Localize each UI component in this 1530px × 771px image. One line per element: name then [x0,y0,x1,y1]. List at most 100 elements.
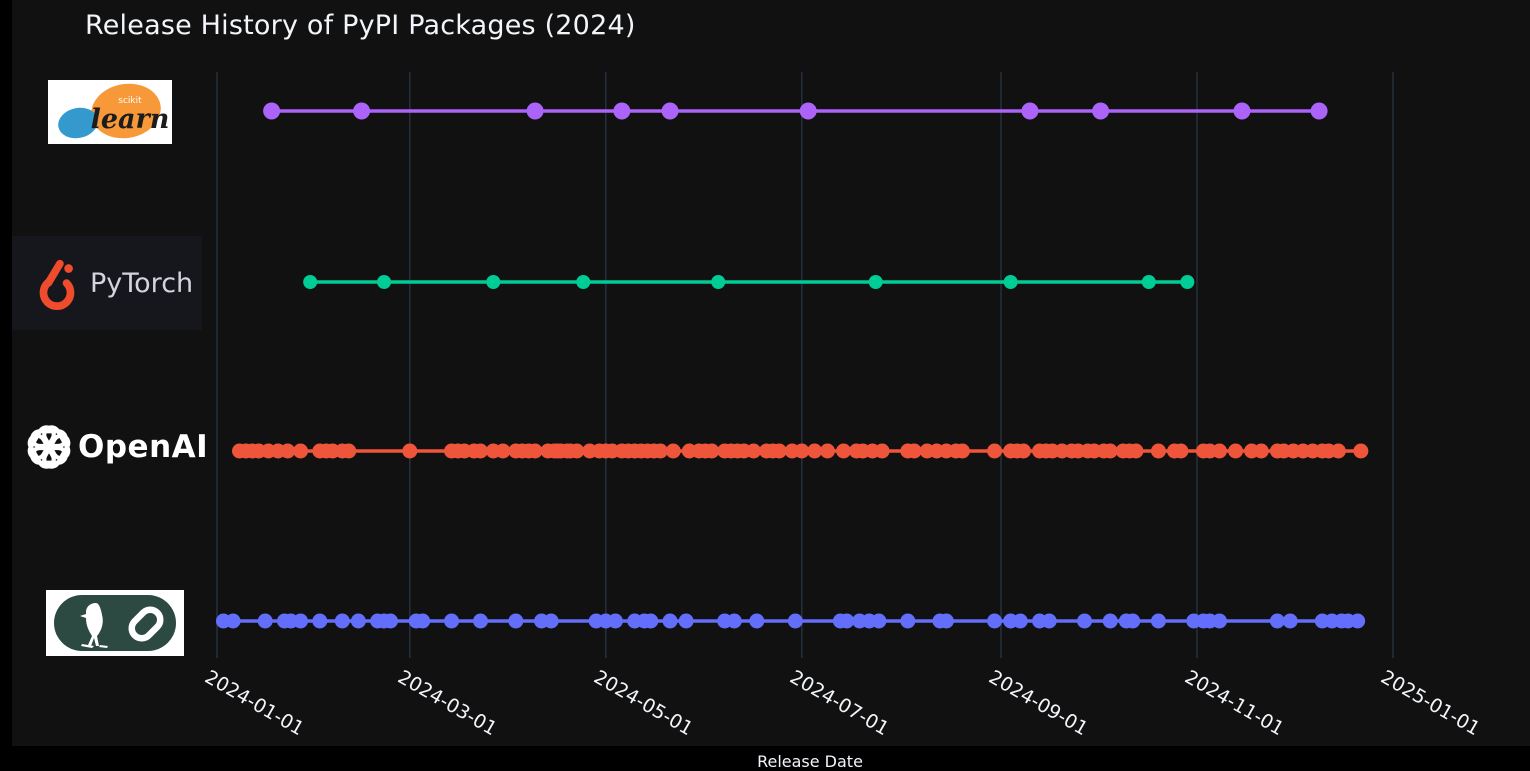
OpenAI-release-marker[interactable] [1128,443,1144,459]
LangChain-release-marker[interactable] [1125,613,1141,629]
OpenAI-release-marker[interactable] [836,443,852,459]
OpenAI-release-marker[interactable] [1353,443,1369,459]
OpenAI-release-marker[interactable] [495,443,511,459]
OpenAI-release-marker[interactable] [1211,443,1227,459]
LangChain-release-marker[interactable] [1012,613,1028,629]
LangChain-release-marker[interactable] [334,613,350,629]
LangChain-release-marker[interactable] [938,613,954,629]
PyTorch-release-marker[interactable] [377,275,392,289]
scikit-learn-release-marker[interactable] [1233,102,1251,120]
LangChain-release-marker[interactable] [444,613,460,629]
OpenAI-release-marker[interactable] [1253,443,1269,459]
OpenAI-release-marker[interactable] [280,443,296,459]
OpenAI-release-marker[interactable] [1102,443,1118,459]
LangChain-release-marker[interactable] [662,613,678,629]
scikit-learn-release-marker[interactable] [1310,102,1328,120]
PyTorch-release-marker[interactable] [711,275,726,289]
openai-mark-icon [27,425,71,469]
OpenAI-release-marker[interactable] [569,443,585,459]
x-axis-title: Release Date [757,752,863,771]
OpenAI-release-marker[interactable] [987,443,1003,459]
OpenAI-release-marker[interactable] [1173,443,1189,459]
OpenAI-release-marker[interactable] [771,443,787,459]
openai-logo: OpenAI [26,420,216,474]
scikit-learn-icon: scikit learn [58,83,170,139]
langchain-logo [46,590,184,656]
pytorch-flame-icon [39,259,75,311]
OpenAI-release-marker[interactable] [527,443,543,459]
PyTorch-release-marker[interactable] [1141,275,1156,289]
OpenAI-release-marker[interactable] [293,443,309,459]
scikit-learn-release-marker[interactable] [353,102,371,120]
OpenAI-release-marker[interactable] [704,443,720,459]
OpenAI-release-marker[interactable] [819,443,835,459]
LangChain-release-marker[interactable] [383,613,399,629]
learn-label: learn [91,104,170,135]
langchain-pill [54,595,176,651]
OpenAI-release-marker[interactable] [1015,443,1031,459]
LangChain-release-marker[interactable] [726,613,742,629]
OpenAI-release-marker[interactable] [746,443,762,459]
LangChain-release-marker[interactable] [1282,613,1298,629]
PyTorch-release-marker[interactable] [1003,275,1018,289]
chart-title: Release History of PyPI Packages (2024) [85,10,636,41]
LangChain-release-marker[interactable] [312,613,328,629]
scikit-label: scikit [118,96,142,106]
pytorch-label: PyTorch [90,267,194,299]
PyTorch-release-marker[interactable] [303,275,318,289]
openai-label: OpenAI [78,429,209,465]
scikit-learn-release-marker[interactable] [1092,102,1110,120]
LangChain-release-marker[interactable] [1211,613,1227,629]
LangChain-release-marker[interactable] [678,613,694,629]
scikit-learn-release-marker[interactable] [1021,102,1039,120]
OpenAI-release-marker[interactable] [1330,443,1346,459]
langchain-parrot-chain-icon [80,603,164,648]
scikit-learn-release-marker[interactable] [661,102,679,120]
scikit-learn-release-marker[interactable] [263,102,281,120]
LangChain-release-marker[interactable] [749,613,765,629]
OpenAI-release-marker[interactable] [906,443,922,459]
LangChain-release-marker[interactable] [508,613,524,629]
LangChain-release-marker[interactable] [839,613,855,629]
LangChain-release-marker[interactable] [293,613,309,629]
scikit-learn-release-marker[interactable] [613,102,631,120]
LangChain-release-marker[interactable] [607,613,623,629]
LangChain-release-marker[interactable] [1350,613,1366,629]
OpenAI-release-marker[interactable] [665,443,681,459]
pytorch-logo: PyTorch [12,236,202,330]
OpenAI-release-marker[interactable] [874,443,890,459]
OpenAI-release-marker[interactable] [341,443,357,459]
OpenAI-release-marker[interactable] [472,443,488,459]
LangChain-release-marker[interactable] [415,613,431,629]
LangChain-release-marker[interactable] [787,613,803,629]
scikit-learn-release-marker[interactable] [799,102,817,120]
LangChain-release-marker[interactable] [871,613,887,629]
OpenAI-release-marker[interactable] [807,443,823,459]
scikit-learn-release-marker[interactable] [526,102,544,120]
LangChain-release-marker[interactable] [643,613,659,629]
PyTorch-release-marker[interactable] [576,275,591,289]
LangChain-release-marker[interactable] [257,613,273,629]
OpenAI-release-marker[interactable] [402,443,418,459]
OpenAI-release-marker[interactable] [794,443,810,459]
OpenAI-release-marker[interactable] [652,443,668,459]
LangChain-release-marker[interactable] [1077,613,1093,629]
LangChain-release-marker[interactable] [225,613,241,629]
LangChain-release-marker[interactable] [1150,613,1166,629]
PyTorch-release-marker[interactable] [486,275,501,289]
LangChain-release-marker[interactable] [1269,613,1285,629]
LangChain-release-marker[interactable] [543,613,559,629]
OpenAI-release-marker[interactable] [1150,443,1166,459]
LangChain-release-marker[interactable] [350,613,366,629]
OpenAI-release-marker[interactable] [954,443,970,459]
scikit-learn-logo: scikit learn [48,80,172,144]
OpenAI-release-marker[interactable] [1228,443,1244,459]
LangChain-release-marker[interactable] [472,613,488,629]
PyTorch-release-marker[interactable] [1180,275,1195,289]
LangChain-release-marker[interactable] [987,613,1003,629]
PyTorch-release-marker[interactable] [868,275,883,289]
LangChain-release-marker[interactable] [1041,613,1057,629]
LangChain-release-marker[interactable] [1102,613,1118,629]
LangChain-release-marker[interactable] [900,613,916,629]
